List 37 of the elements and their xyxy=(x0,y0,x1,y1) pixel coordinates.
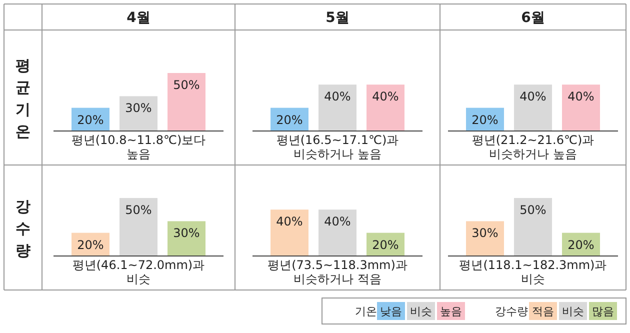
category-label: 적음 xyxy=(532,305,554,318)
text: 기온 xyxy=(355,305,377,318)
text: 평년(73.5~118.3mm)과 비슷하거나 적음 xyxy=(268,258,408,286)
chart-title: 4월 xyxy=(126,10,150,26)
data-label: 30% xyxy=(173,226,200,240)
data-label: 50% xyxy=(520,203,546,217)
data-label: 20% xyxy=(276,112,303,127)
text: 평년(10.8~11.8℃)보다 높음 xyxy=(71,133,206,161)
y-axis-title: 강수량 xyxy=(16,198,30,260)
category-label: 낮음 xyxy=(380,305,402,318)
data-label: 40% xyxy=(324,90,351,104)
data-label: 20% xyxy=(472,112,498,127)
data-label: 40% xyxy=(276,214,303,229)
text: 강수량 xyxy=(495,305,528,318)
data-label: 50% xyxy=(173,78,200,92)
chart-title: 5월 xyxy=(326,10,350,26)
data-label: 40% xyxy=(324,214,351,229)
text: 평년(46.1~72.0mm)과 비슷 xyxy=(72,258,205,286)
text: 평년(21.2~21.6℃)과 비슷하거나 높음 xyxy=(472,133,594,161)
data-label: 20% xyxy=(568,238,594,252)
text: 평년(118.1~182.3mm)과 비슷 xyxy=(459,258,607,286)
category-label: 비슷 xyxy=(562,305,584,318)
category-label: 많음 xyxy=(592,305,614,318)
y-axis-title: 평균기온 xyxy=(16,56,30,140)
data-label: 30% xyxy=(472,226,498,240)
data-label: 30% xyxy=(125,101,152,116)
chart-title: 6월 xyxy=(521,10,545,26)
category-label: 비슷 xyxy=(410,305,432,318)
text: 평년(16.5~17.1℃)과 비슷하거나 높음 xyxy=(276,133,399,161)
data-label: 40% xyxy=(568,90,594,104)
data-label: 40% xyxy=(520,90,546,104)
data-label: 20% xyxy=(77,112,104,127)
data-label: 20% xyxy=(77,238,104,252)
data-label: 50% xyxy=(125,203,152,217)
data-label: 40% xyxy=(372,90,399,104)
category-label: 높음 xyxy=(440,305,462,318)
data-label: 20% xyxy=(372,238,399,252)
